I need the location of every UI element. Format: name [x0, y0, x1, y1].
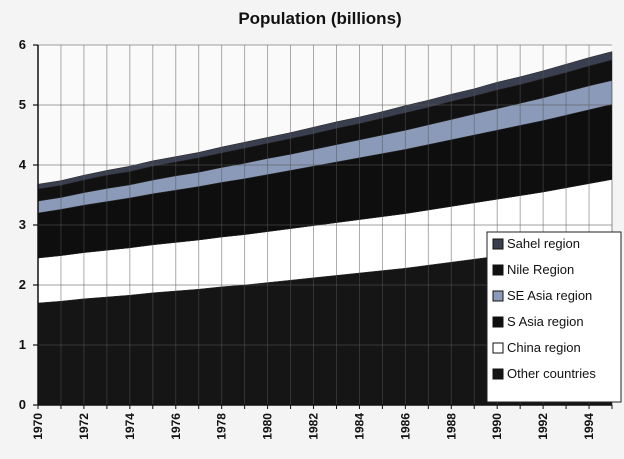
- y-tick-label: 4: [19, 157, 27, 172]
- x-tick-label: 1978: [215, 413, 229, 440]
- legend-label-s-asia-region: S Asia region: [507, 314, 584, 329]
- x-tick-label: 1990: [490, 413, 504, 440]
- legend-label-sahel-region: Sahel region: [507, 236, 580, 251]
- y-tick-labels: 0 1 2 3 4 5 6: [19, 37, 27, 412]
- x-tick-label: 1982: [307, 413, 321, 440]
- x-tick-label: 1976: [169, 413, 183, 440]
- area-series-group: [37, 51, 613, 406]
- y-tick-label: 6: [19, 37, 26, 52]
- axes: [33, 44, 613, 409]
- legend-swatch-china-region: [492, 342, 504, 354]
- x-tick-label: 1992: [536, 413, 550, 440]
- x-tick-label: 1988: [444, 413, 458, 440]
- legend-label-nile-region: Nile Region: [507, 262, 574, 277]
- legend-box: [486, 231, 622, 403]
- x-tick-label: 1994: [582, 413, 596, 440]
- y-tick-label: 0: [19, 397, 26, 412]
- legend-swatch-sahel-region: [492, 238, 504, 250]
- gridlines: [38, 44, 612, 405]
- x-tick-label: 1986: [398, 413, 412, 440]
- area-sahel-region: [37, 51, 613, 190]
- legend-label-other-countries: Other countries: [507, 366, 596, 381]
- x-tick-labels: 1970 1972 1974 1976 1978 1980 1982 1984 1986 1988…: [31, 413, 596, 440]
- legend-label-china-region: China region: [507, 340, 581, 355]
- legend-swatch-se-asia-region: [492, 290, 504, 302]
- y-tick-label: 1: [19, 337, 26, 352]
- legend-swatch-nile-region: [492, 264, 504, 276]
- x-tick-label: 1970: [31, 413, 45, 440]
- legend: Sahel region Nile Region SE Asia region S A…: [486, 231, 622, 403]
- x-tick-label: 1980: [261, 413, 275, 440]
- y-tick-label: 5: [19, 97, 26, 112]
- legend-swatch-s-asia-region: [492, 316, 504, 328]
- chart-title: Population (billions): [238, 9, 401, 28]
- legend-label-se-asia-region: SE Asia region: [507, 288, 592, 303]
- x-tick-label: 1974: [123, 413, 137, 440]
- x-tick-label: 1972: [77, 413, 91, 440]
- x-tick-label: 1984: [352, 413, 366, 440]
- y-tick-label: 3: [19, 217, 26, 232]
- legend-swatch-other-countries: [492, 368, 504, 380]
- y-tick-label: 2: [19, 277, 26, 292]
